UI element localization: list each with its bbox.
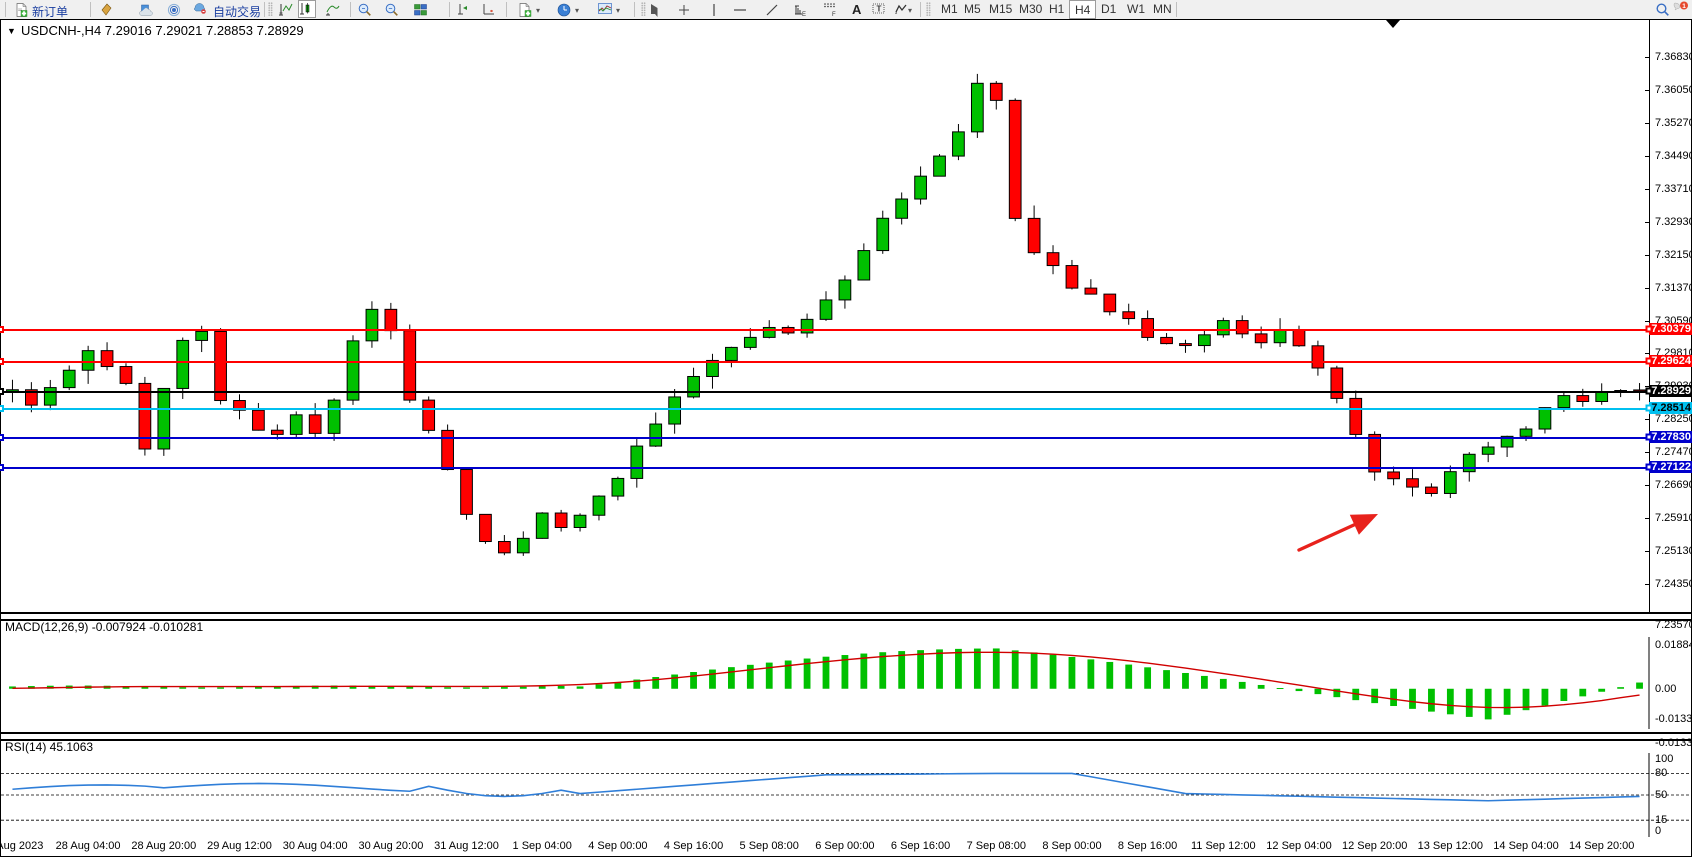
svg-text:1: 1 [1682,3,1686,10]
svg-text:E: E [802,12,806,18]
svg-text:F: F [832,12,836,18]
svg-text:T: T [877,5,882,14]
